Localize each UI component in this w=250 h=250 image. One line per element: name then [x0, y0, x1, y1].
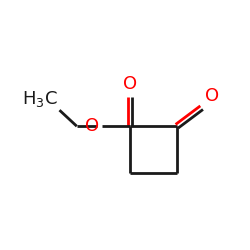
- Text: H$_3$C: H$_3$C: [22, 89, 58, 109]
- Text: O: O: [86, 117, 100, 135]
- Text: O: O: [123, 75, 137, 93]
- Text: O: O: [204, 87, 219, 105]
